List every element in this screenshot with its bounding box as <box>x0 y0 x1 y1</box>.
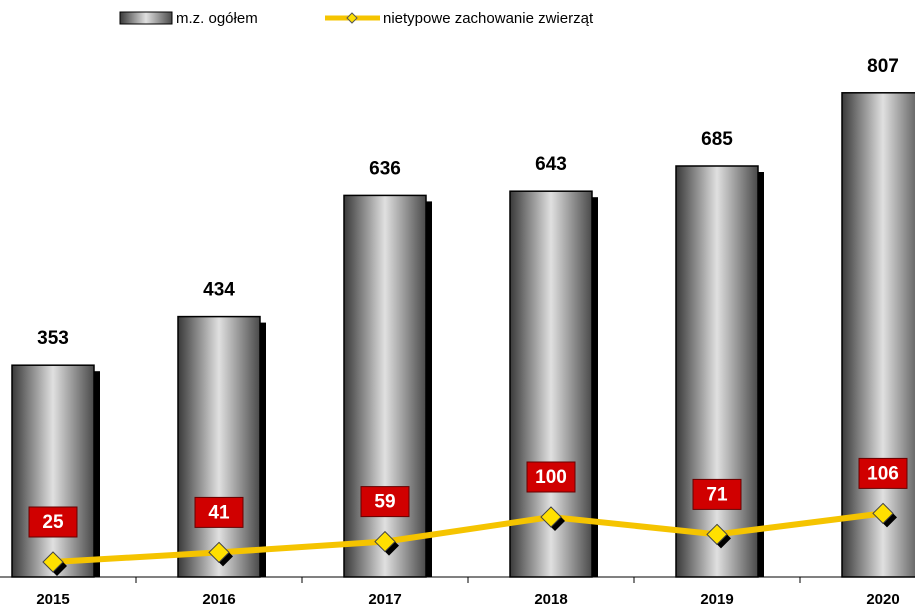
marker <box>706 523 728 546</box>
data-label: 434 <box>203 280 235 301</box>
x-tick-label: 2017 <box>368 591 401 608</box>
x-tick-label: 2016 <box>202 591 235 608</box>
data-label: 106 <box>867 463 899 484</box>
x-tick-label: 2020 <box>866 591 899 608</box>
legend-label: nietypowe zachowanie zwierząt <box>383 10 594 27</box>
data-label-box <box>360 486 410 518</box>
bar <box>675 165 759 578</box>
marker <box>872 502 894 525</box>
bar <box>841 92 915 578</box>
x-tick-label: 2015 <box>36 591 69 608</box>
bar <box>343 194 427 578</box>
bar <box>11 364 95 578</box>
marker <box>374 530 396 553</box>
data-label: 685 <box>701 129 733 150</box>
marker <box>42 551 64 573</box>
data-label: 807 <box>867 56 899 77</box>
line <box>52 510 884 565</box>
legend-swatch-marker <box>346 12 358 24</box>
data-label: 59 <box>374 492 395 513</box>
data-label: 25 <box>42 512 64 533</box>
bar <box>177 315 261 578</box>
data-label-box <box>28 506 78 538</box>
data-label: 100 <box>535 467 567 488</box>
marker <box>208 541 230 564</box>
legend-swatch-bar <box>119 11 173 25</box>
legend-label: m.z. ogółem <box>176 10 258 27</box>
data-label: 643 <box>535 154 567 175</box>
x-tick-label: 2018 <box>534 591 567 608</box>
data-label: 636 <box>369 158 401 179</box>
data-label-box <box>526 461 576 493</box>
x-tick-label: 2019 <box>700 591 733 608</box>
data-label: 41 <box>208 502 230 523</box>
data-label: 353 <box>37 328 69 349</box>
data-label-box <box>692 478 742 510</box>
data-label-box <box>858 457 908 489</box>
data-label-box <box>194 496 244 528</box>
marker <box>540 506 562 528</box>
data-label: 71 <box>706 484 728 505</box>
